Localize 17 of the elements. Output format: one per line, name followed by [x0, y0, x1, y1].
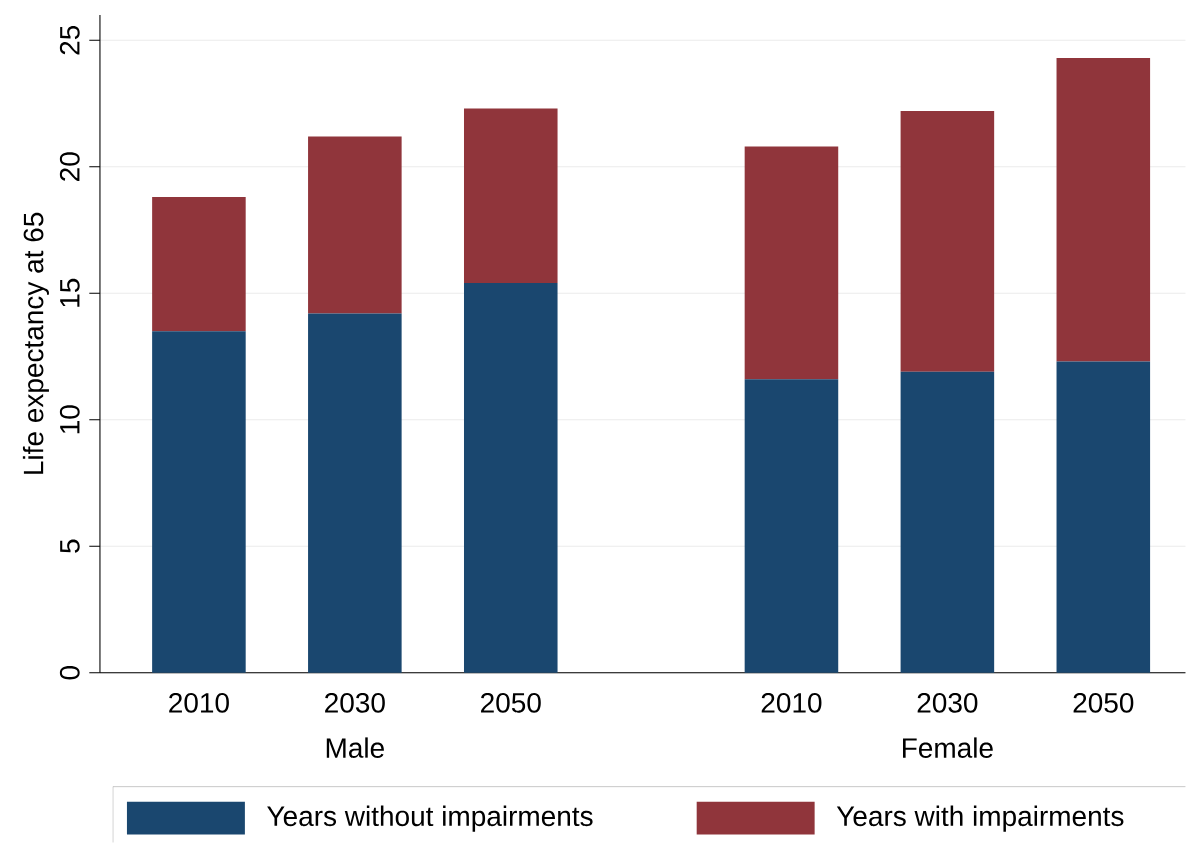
x-tick-label: 2010	[761, 693, 822, 713]
legend-label: Years with impairments	[836, 805, 1124, 832]
y-tick-label: 5	[60, 539, 80, 553]
y-tick-label: 20	[59, 152, 80, 181]
x-tick-label: 2030	[325, 693, 385, 713]
y-axis-title: Life expectancy at 65	[22, 212, 49, 474]
x-tick-label: 2010	[169, 693, 229, 713]
x-tick-label: 2030	[917, 693, 978, 713]
text: Female	[903, 737, 993, 758]
y-tick-label: 0	[59, 666, 80, 680]
x-tick-label: 2050	[1073, 693, 1134, 713]
y-tick-label: 25	[59, 25, 80, 55]
y-tick-label: 15	[60, 278, 80, 307]
legend-label: Years without impairments	[267, 805, 593, 832]
x-tick-label: 2050	[481, 693, 541, 713]
text: Male	[326, 737, 384, 758]
y-tick-label: 10	[59, 405, 80, 434]
